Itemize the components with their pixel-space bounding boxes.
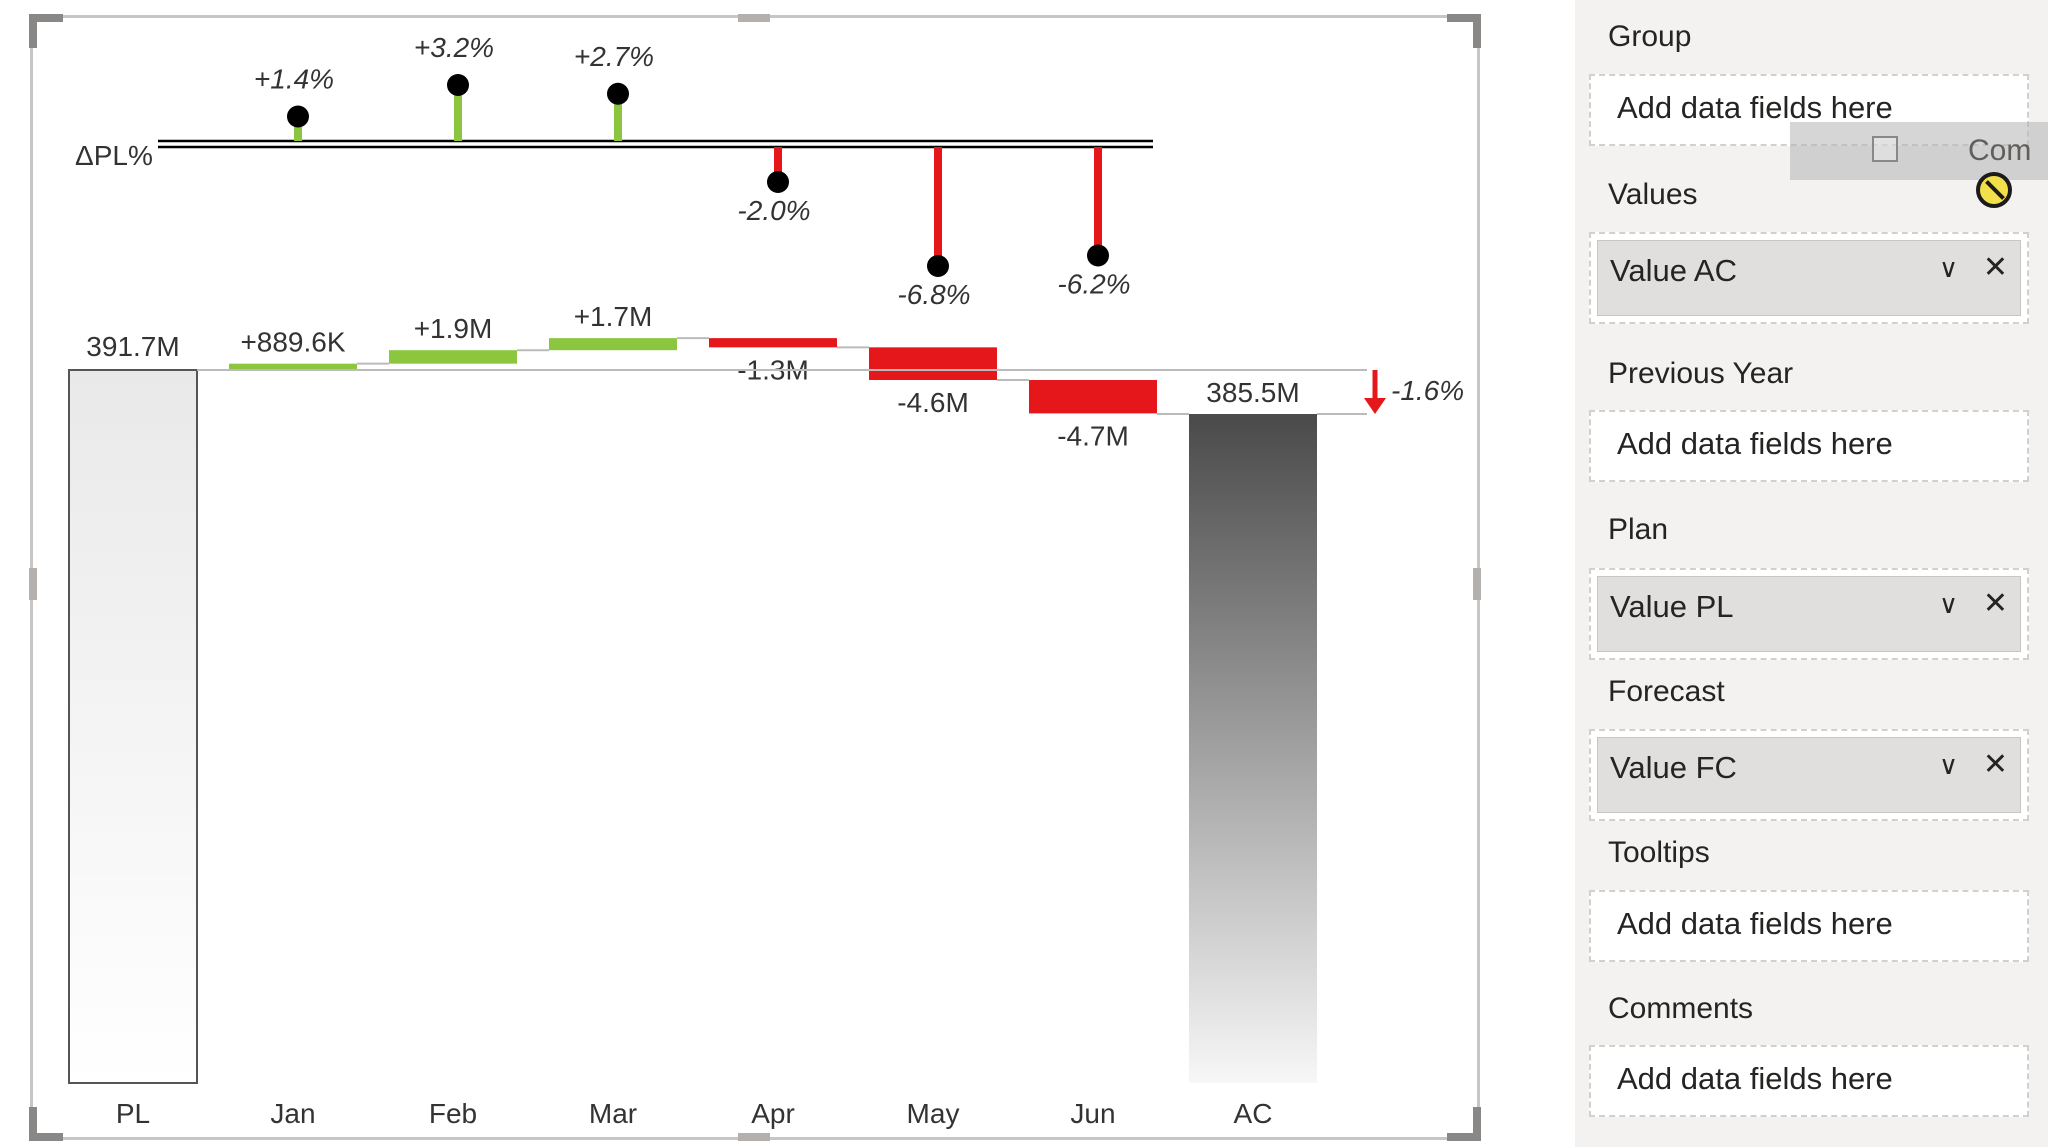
checkbox-icon xyxy=(1872,136,1898,162)
close-icon[interactable]: ✕ xyxy=(1982,587,2008,620)
field-wells-panel: Group Add data fields here Values Value … xyxy=(1575,0,2048,1147)
forecast-well-title: Forecast xyxy=(1608,675,1725,708)
category-label: Feb xyxy=(429,1098,477,1129)
category-label: PL xyxy=(116,1098,150,1129)
category-label: Mar xyxy=(589,1098,637,1129)
waterfall-chart: ΔPL% +1.4% +3.2% +2.7% -2.0% -6.8% -6.2% 391.7M… xyxy=(68,32,1464,1129)
chevron-down-icon[interactable]: ∨ xyxy=(1938,589,1958,619)
tooltips-well-title: Tooltips xyxy=(1608,836,1710,869)
delta-value-label: -4.7M xyxy=(1057,420,1129,451)
drag-ghost-label: Com xyxy=(1968,134,2032,167)
delta-bar xyxy=(709,338,837,348)
resize-corner-bottom-left[interactable] xyxy=(29,1107,63,1141)
variance-pin-head xyxy=(447,74,469,96)
values-field-pill[interactable]: Value AC ∨ ✕ xyxy=(1597,240,2021,316)
variance-percent-label: -6.8% xyxy=(897,279,970,310)
category-label: Apr xyxy=(751,1098,795,1129)
chevron-down-icon[interactable]: ∨ xyxy=(1938,750,1958,780)
previous-year-placeholder: Add data fields here xyxy=(1617,426,1893,461)
drag-ghost-field: Com xyxy=(1790,122,2048,180)
plan-field-label: Value PL xyxy=(1610,589,1734,624)
resize-corner-top-left[interactable] xyxy=(29,14,63,48)
bar-pl xyxy=(68,369,198,1084)
resize-handle-right[interactable] xyxy=(1473,568,1481,600)
values-field-label: Value AC xyxy=(1610,253,1737,288)
plan-well-title: Plan xyxy=(1608,513,1669,546)
plan-drop-zone[interactable]: Value PL ∨ ✕ xyxy=(1589,568,2029,660)
bar-ac-value-label: 385.5M xyxy=(1206,377,1299,408)
tooltips-placeholder: Add data fields here xyxy=(1617,906,1893,941)
values-drop-zone[interactable]: Value AC ∨ ✕ xyxy=(1589,232,2029,324)
previous-year-drop-zone[interactable]: Add data fields here xyxy=(1589,410,2029,482)
close-icon[interactable]: ✕ xyxy=(1982,748,2008,781)
category-label: AC xyxy=(1234,1098,1273,1129)
delta-bar xyxy=(549,338,677,351)
delta-value-label: -4.6M xyxy=(897,387,969,418)
tooltips-drop-zone[interactable]: Add data fields here xyxy=(1589,890,2029,962)
resize-corner-bottom-right[interactable] xyxy=(1447,1107,1481,1141)
variance-percent-label: -2.0% xyxy=(737,195,810,226)
plan-field-pill[interactable]: Value PL ∨ ✕ xyxy=(1597,576,2021,652)
category-label: Jan xyxy=(270,1098,315,1129)
variance-percent-label: +3.2% xyxy=(414,32,494,63)
delta-bar xyxy=(229,363,357,370)
bar-pl-value-label: 391.7M xyxy=(86,331,179,362)
forecast-field-pill[interactable]: Value FC ∨ ✕ xyxy=(1597,737,2021,813)
resize-handle-bottom[interactable] xyxy=(738,1133,770,1141)
delta-value-label: +1.9M xyxy=(414,313,493,344)
previous-year-well-title: Previous Year xyxy=(1608,357,1794,390)
category-label: Jun xyxy=(1070,1098,1115,1129)
variance-percent-label: -6.2% xyxy=(1057,269,1130,300)
category-label: May xyxy=(907,1098,960,1129)
variance-percent-label: +2.7% xyxy=(574,41,654,72)
group-well-title: Group xyxy=(1608,20,1692,53)
resize-handle-left[interactable] xyxy=(29,568,37,600)
resize-corner-top-right[interactable] xyxy=(1447,14,1481,48)
variance-pin-head xyxy=(607,82,629,105)
delta-value-label: +1.7M xyxy=(574,301,653,332)
variance-row-label: ΔPL% xyxy=(75,140,153,171)
total-variance-label: -1.6% xyxy=(1391,375,1464,406)
comments-well-title: Comments xyxy=(1608,992,1754,1025)
delta-bar xyxy=(869,347,997,381)
delta-bar xyxy=(389,350,517,364)
variance-pin-head xyxy=(287,105,309,128)
chevron-down-icon[interactable]: ∨ xyxy=(1938,253,1958,283)
not-allowed-cursor-icon xyxy=(1976,172,2012,208)
delta-value-label: +889.6K xyxy=(240,327,345,358)
forecast-drop-zone[interactable]: Value FC ∨ ✕ xyxy=(1589,729,2029,821)
close-icon[interactable]: ✕ xyxy=(1982,251,2008,284)
total-variance-arrowhead xyxy=(1364,398,1386,415)
variance-pin-head xyxy=(767,171,789,193)
group-placeholder: Add data fields here xyxy=(1617,90,1893,125)
bar-ac xyxy=(1189,414,1317,1083)
variance-percent-label: +1.4% xyxy=(254,64,334,95)
waterfall-visual[interactable]: ΔPL% +1.4% +3.2% +2.7% -2.0% -6.8% -6.2% 391.7M… xyxy=(29,14,1481,1141)
comments-placeholder: Add data fields here xyxy=(1617,1061,1893,1096)
variance-pin-head xyxy=(927,255,949,277)
delta-bar xyxy=(1029,380,1157,414)
resize-handle-top[interactable] xyxy=(738,14,770,22)
values-well-title: Values xyxy=(1608,178,1698,211)
variance-pin-head xyxy=(1087,244,1109,267)
comments-drop-zone[interactable]: Add data fields here xyxy=(1589,1045,2029,1117)
forecast-field-label: Value FC xyxy=(1610,750,1737,785)
